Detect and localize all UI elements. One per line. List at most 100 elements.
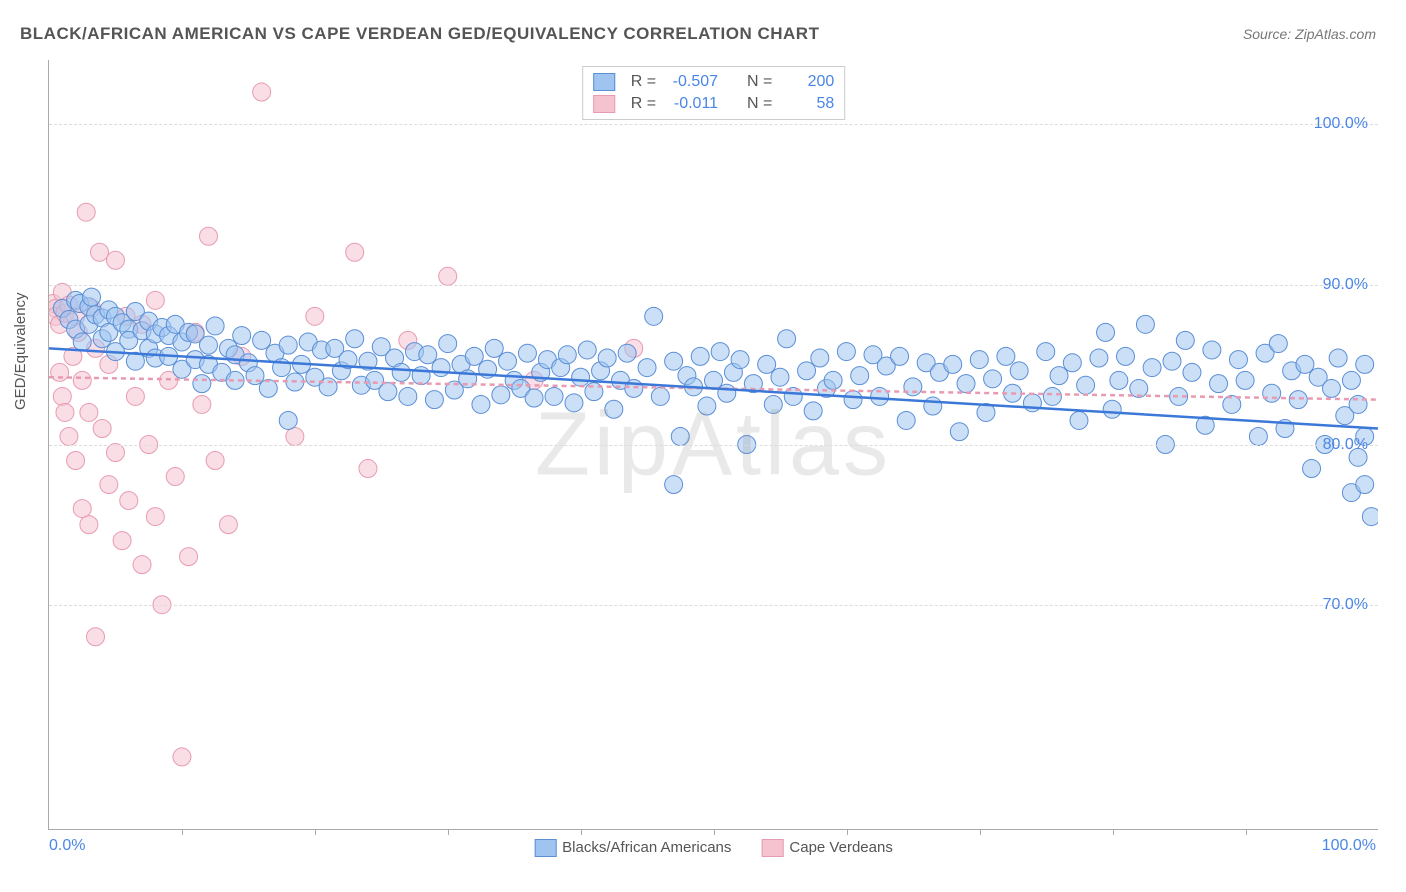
plot-area: ZipAtlas R =-0.507 N =200R =-0.011 N =58…	[48, 60, 1378, 830]
data-point	[1362, 508, 1378, 526]
data-point	[1110, 371, 1128, 389]
legend-swatch	[534, 839, 556, 857]
x-tick	[847, 829, 848, 835]
x-tick	[1246, 829, 1247, 835]
data-point	[1176, 331, 1194, 349]
data-point	[758, 355, 776, 373]
data-point	[133, 556, 151, 574]
data-point	[950, 423, 968, 441]
data-point	[206, 317, 224, 335]
data-point	[1303, 460, 1321, 478]
x-tick	[1113, 829, 1114, 835]
data-point	[166, 468, 184, 486]
data-point	[233, 327, 251, 345]
data-point	[771, 368, 789, 386]
data-point	[73, 333, 91, 351]
data-point	[67, 452, 85, 470]
y-tick-label: 70.0%	[1323, 596, 1368, 614]
stats-R-label: R =	[631, 71, 656, 93]
data-point	[665, 476, 683, 494]
data-point	[425, 391, 443, 409]
data-point	[113, 532, 131, 550]
data-point	[837, 343, 855, 361]
data-point	[1229, 351, 1247, 369]
legend-item: Blacks/African Americans	[534, 839, 731, 857]
data-point	[1043, 387, 1061, 405]
data-point	[545, 387, 563, 405]
gridline	[49, 124, 1378, 125]
data-point	[286, 428, 304, 446]
data-point	[120, 492, 138, 510]
legend-label: Cape Verdeans	[789, 839, 892, 856]
stats-N-value: 58	[782, 93, 834, 115]
stats-row: R =-0.507 N =200	[593, 71, 835, 93]
data-point	[572, 368, 590, 386]
x-tick	[182, 829, 183, 835]
chart-source: Source: ZipAtlas.com	[1243, 26, 1376, 42]
data-point	[778, 330, 796, 348]
data-point	[206, 452, 224, 470]
stats-R-value: -0.507	[666, 71, 718, 93]
data-point	[359, 460, 377, 478]
data-point	[80, 403, 98, 421]
y-tick-label: 90.0%	[1323, 276, 1368, 294]
data-point	[1263, 384, 1281, 402]
stats-R-value: -0.011	[666, 93, 718, 115]
data-point	[180, 548, 198, 566]
data-point	[346, 243, 364, 261]
stats-R-label: R =	[631, 93, 656, 115]
data-point	[51, 363, 69, 381]
x-tick	[980, 829, 981, 835]
data-point	[193, 375, 211, 393]
data-point	[499, 352, 517, 370]
data-point	[1183, 363, 1201, 381]
data-point	[1070, 411, 1088, 429]
data-point	[844, 391, 862, 409]
data-point	[1136, 315, 1154, 333]
data-point	[811, 349, 829, 367]
bottom-legend: Blacks/African Americans Cape Verdeans	[534, 839, 893, 857]
data-point	[439, 267, 457, 285]
data-point	[605, 400, 623, 418]
x-tick	[714, 829, 715, 835]
data-point	[525, 389, 543, 407]
data-point	[1097, 323, 1115, 341]
data-point	[146, 291, 164, 309]
data-point	[199, 227, 217, 245]
data-point	[279, 411, 297, 429]
data-point	[253, 83, 271, 101]
x-axis-end-label: 100.0%	[1322, 837, 1376, 855]
data-point	[472, 395, 490, 413]
data-point	[851, 367, 869, 385]
data-point	[279, 336, 297, 354]
stats-row: R = -0.011 N = 58	[593, 93, 835, 115]
data-point	[891, 347, 909, 365]
data-point	[764, 395, 782, 413]
data-point	[1322, 379, 1340, 397]
data-point	[904, 378, 922, 396]
data-point	[618, 344, 636, 362]
legend-swatch	[593, 95, 615, 113]
data-point	[1356, 355, 1374, 373]
data-point	[1236, 371, 1254, 389]
data-point	[106, 444, 124, 462]
legend-swatch	[593, 73, 615, 91]
data-point	[578, 341, 596, 359]
data-point	[1163, 352, 1181, 370]
gridline	[49, 285, 1378, 286]
data-point	[399, 387, 417, 405]
data-point	[731, 351, 749, 369]
data-point	[73, 371, 91, 389]
data-point	[419, 346, 437, 364]
data-point	[91, 243, 109, 261]
stats-N-label: N =	[747, 93, 772, 115]
data-point	[73, 500, 91, 518]
data-point	[1289, 391, 1307, 409]
data-point	[87, 628, 105, 646]
data-point	[100, 476, 118, 494]
data-point	[1116, 347, 1134, 365]
data-point	[173, 748, 191, 766]
data-point	[565, 394, 583, 412]
chart-title: BLACK/AFRICAN AMERICAN VS CAPE VERDEAN G…	[20, 24, 819, 44]
data-point	[1010, 362, 1028, 380]
